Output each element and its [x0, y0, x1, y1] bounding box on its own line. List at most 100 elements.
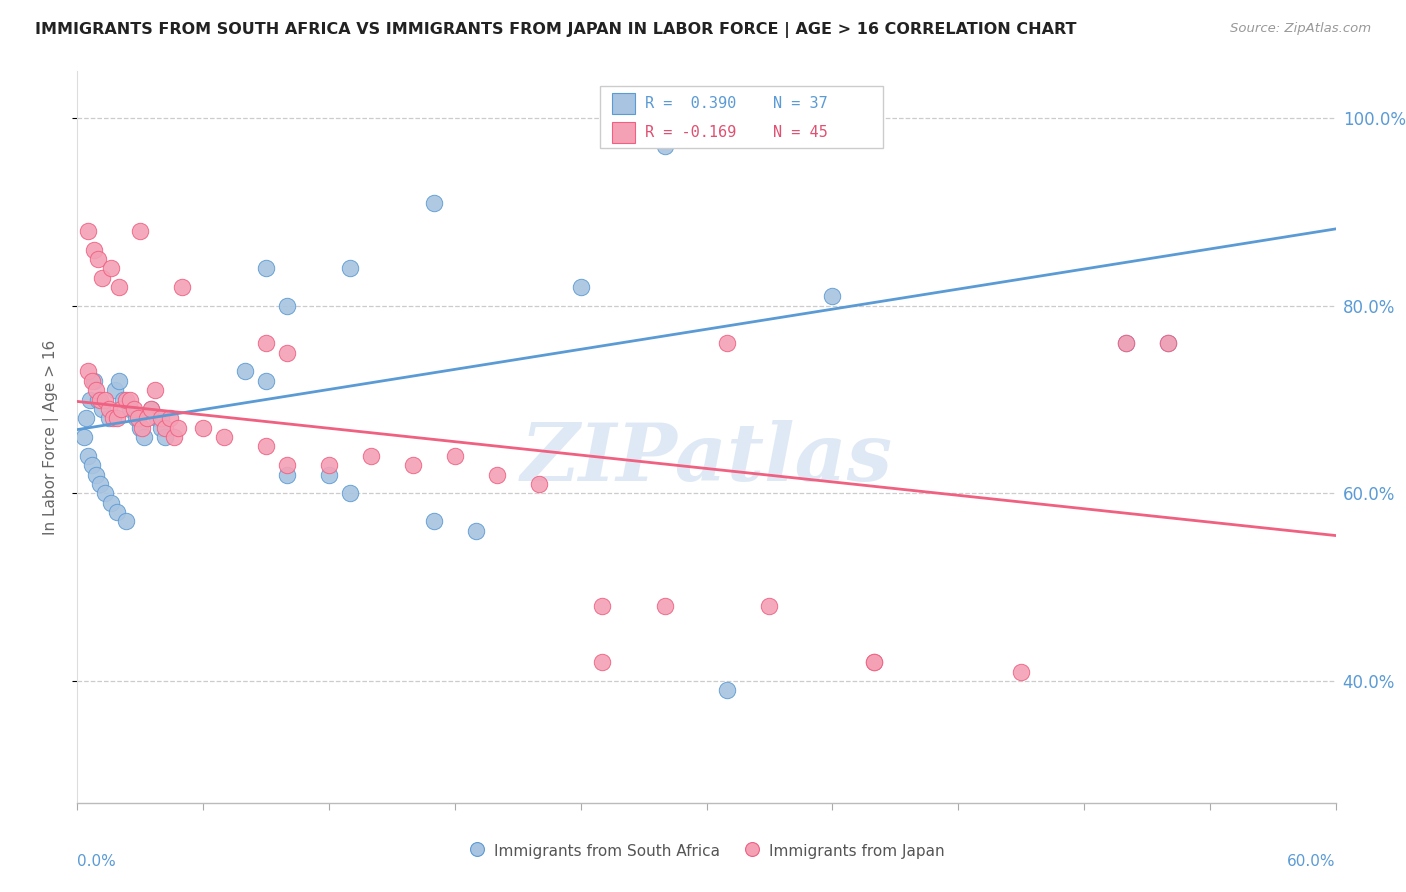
Point: [1115, 336, 1137, 351]
Text: N = 45: N = 45: [773, 125, 828, 140]
Text: Source: ZipAtlas.com: Source: ZipAtlas.com: [1230, 22, 1371, 36]
Point: [591, 655, 613, 669]
Point: [79, 392, 101, 407]
Point: [1157, 336, 1180, 351]
Point: [1010, 665, 1032, 679]
Point: [276, 299, 298, 313]
Point: [93, 486, 115, 500]
Point: [150, 420, 173, 434]
Point: [233, 364, 256, 378]
Point: [97, 401, 120, 416]
Point: [423, 195, 446, 210]
Point: [105, 505, 128, 519]
Point: [80, 374, 103, 388]
Point: [254, 336, 277, 351]
Point: [84, 383, 107, 397]
Point: [89, 392, 111, 407]
Text: 0.0%: 0.0%: [77, 855, 117, 870]
Point: [1115, 336, 1137, 351]
Point: [591, 599, 613, 613]
Point: [75, 411, 97, 425]
Point: [80, 458, 103, 473]
Point: [276, 345, 298, 359]
Point: [716, 683, 738, 698]
Point: [654, 139, 676, 153]
Text: IMMIGRANTS FROM SOUTH AFRICA VS IMMIGRANTS FROM JAPAN IN LABOR FORCE | AGE > 16 : IMMIGRANTS FROM SOUTH AFRICA VS IMMIGRAN…: [35, 22, 1077, 38]
Point: [254, 261, 277, 276]
Point: [254, 374, 277, 388]
Point: [485, 467, 508, 482]
Point: [191, 420, 215, 434]
Point: [143, 383, 166, 397]
Text: N = 37: N = 37: [773, 96, 828, 111]
Text: R = -0.169: R = -0.169: [645, 125, 737, 140]
Point: [118, 392, 141, 407]
Point: [129, 224, 152, 238]
Point: [108, 374, 131, 388]
Point: [569, 280, 592, 294]
Point: [146, 411, 169, 425]
Point: [716, 336, 738, 351]
Point: [654, 599, 676, 613]
Point: [139, 401, 162, 416]
Point: [159, 411, 181, 425]
Point: [402, 458, 425, 473]
Bar: [612, 122, 634, 143]
Point: [527, 477, 550, 491]
Point: [155, 420, 177, 434]
Point: [318, 458, 340, 473]
Point: [114, 515, 136, 529]
Point: [89, 477, 111, 491]
Point: [821, 289, 844, 303]
Point: [101, 411, 124, 425]
Legend: Immigrants from South Africa, Immigrants from Japan: Immigrants from South Africa, Immigrants…: [463, 837, 950, 864]
Point: [122, 401, 145, 416]
Point: [91, 270, 114, 285]
Point: [318, 467, 340, 482]
Point: [93, 392, 115, 407]
Text: 60.0%: 60.0%: [1288, 855, 1336, 870]
Point: [97, 411, 120, 425]
Point: [276, 467, 298, 482]
Point: [212, 430, 235, 444]
Point: [76, 224, 98, 238]
Point: [1157, 336, 1180, 351]
Point: [110, 401, 132, 416]
Point: [863, 655, 886, 669]
Point: [105, 411, 128, 425]
Point: [104, 383, 127, 397]
Point: [131, 420, 153, 434]
Point: [76, 364, 98, 378]
Point: [91, 401, 114, 416]
Bar: [612, 93, 634, 113]
Text: R =  0.390: R = 0.390: [645, 96, 737, 111]
Point: [150, 411, 173, 425]
Point: [360, 449, 382, 463]
Point: [863, 655, 886, 669]
Point: [108, 280, 131, 294]
FancyBboxPatch shape: [599, 86, 883, 148]
Point: [155, 430, 177, 444]
Point: [87, 392, 110, 407]
Point: [172, 280, 194, 294]
Point: [76, 449, 98, 463]
Point: [83, 374, 105, 388]
Point: [339, 261, 361, 276]
Point: [135, 411, 157, 425]
Point: [125, 411, 148, 425]
Point: [134, 430, 156, 444]
Point: [127, 411, 149, 425]
Point: [112, 392, 135, 407]
Point: [100, 261, 122, 276]
Text: ZIPatlas: ZIPatlas: [520, 420, 893, 498]
Point: [464, 524, 486, 538]
Point: [139, 401, 162, 416]
Point: [423, 515, 446, 529]
Point: [100, 496, 122, 510]
Point: [167, 420, 190, 434]
Y-axis label: In Labor Force | Age > 16: In Labor Force | Age > 16: [44, 340, 59, 534]
Point: [758, 599, 780, 613]
Point: [163, 430, 186, 444]
Point: [339, 486, 361, 500]
Point: [254, 440, 277, 454]
